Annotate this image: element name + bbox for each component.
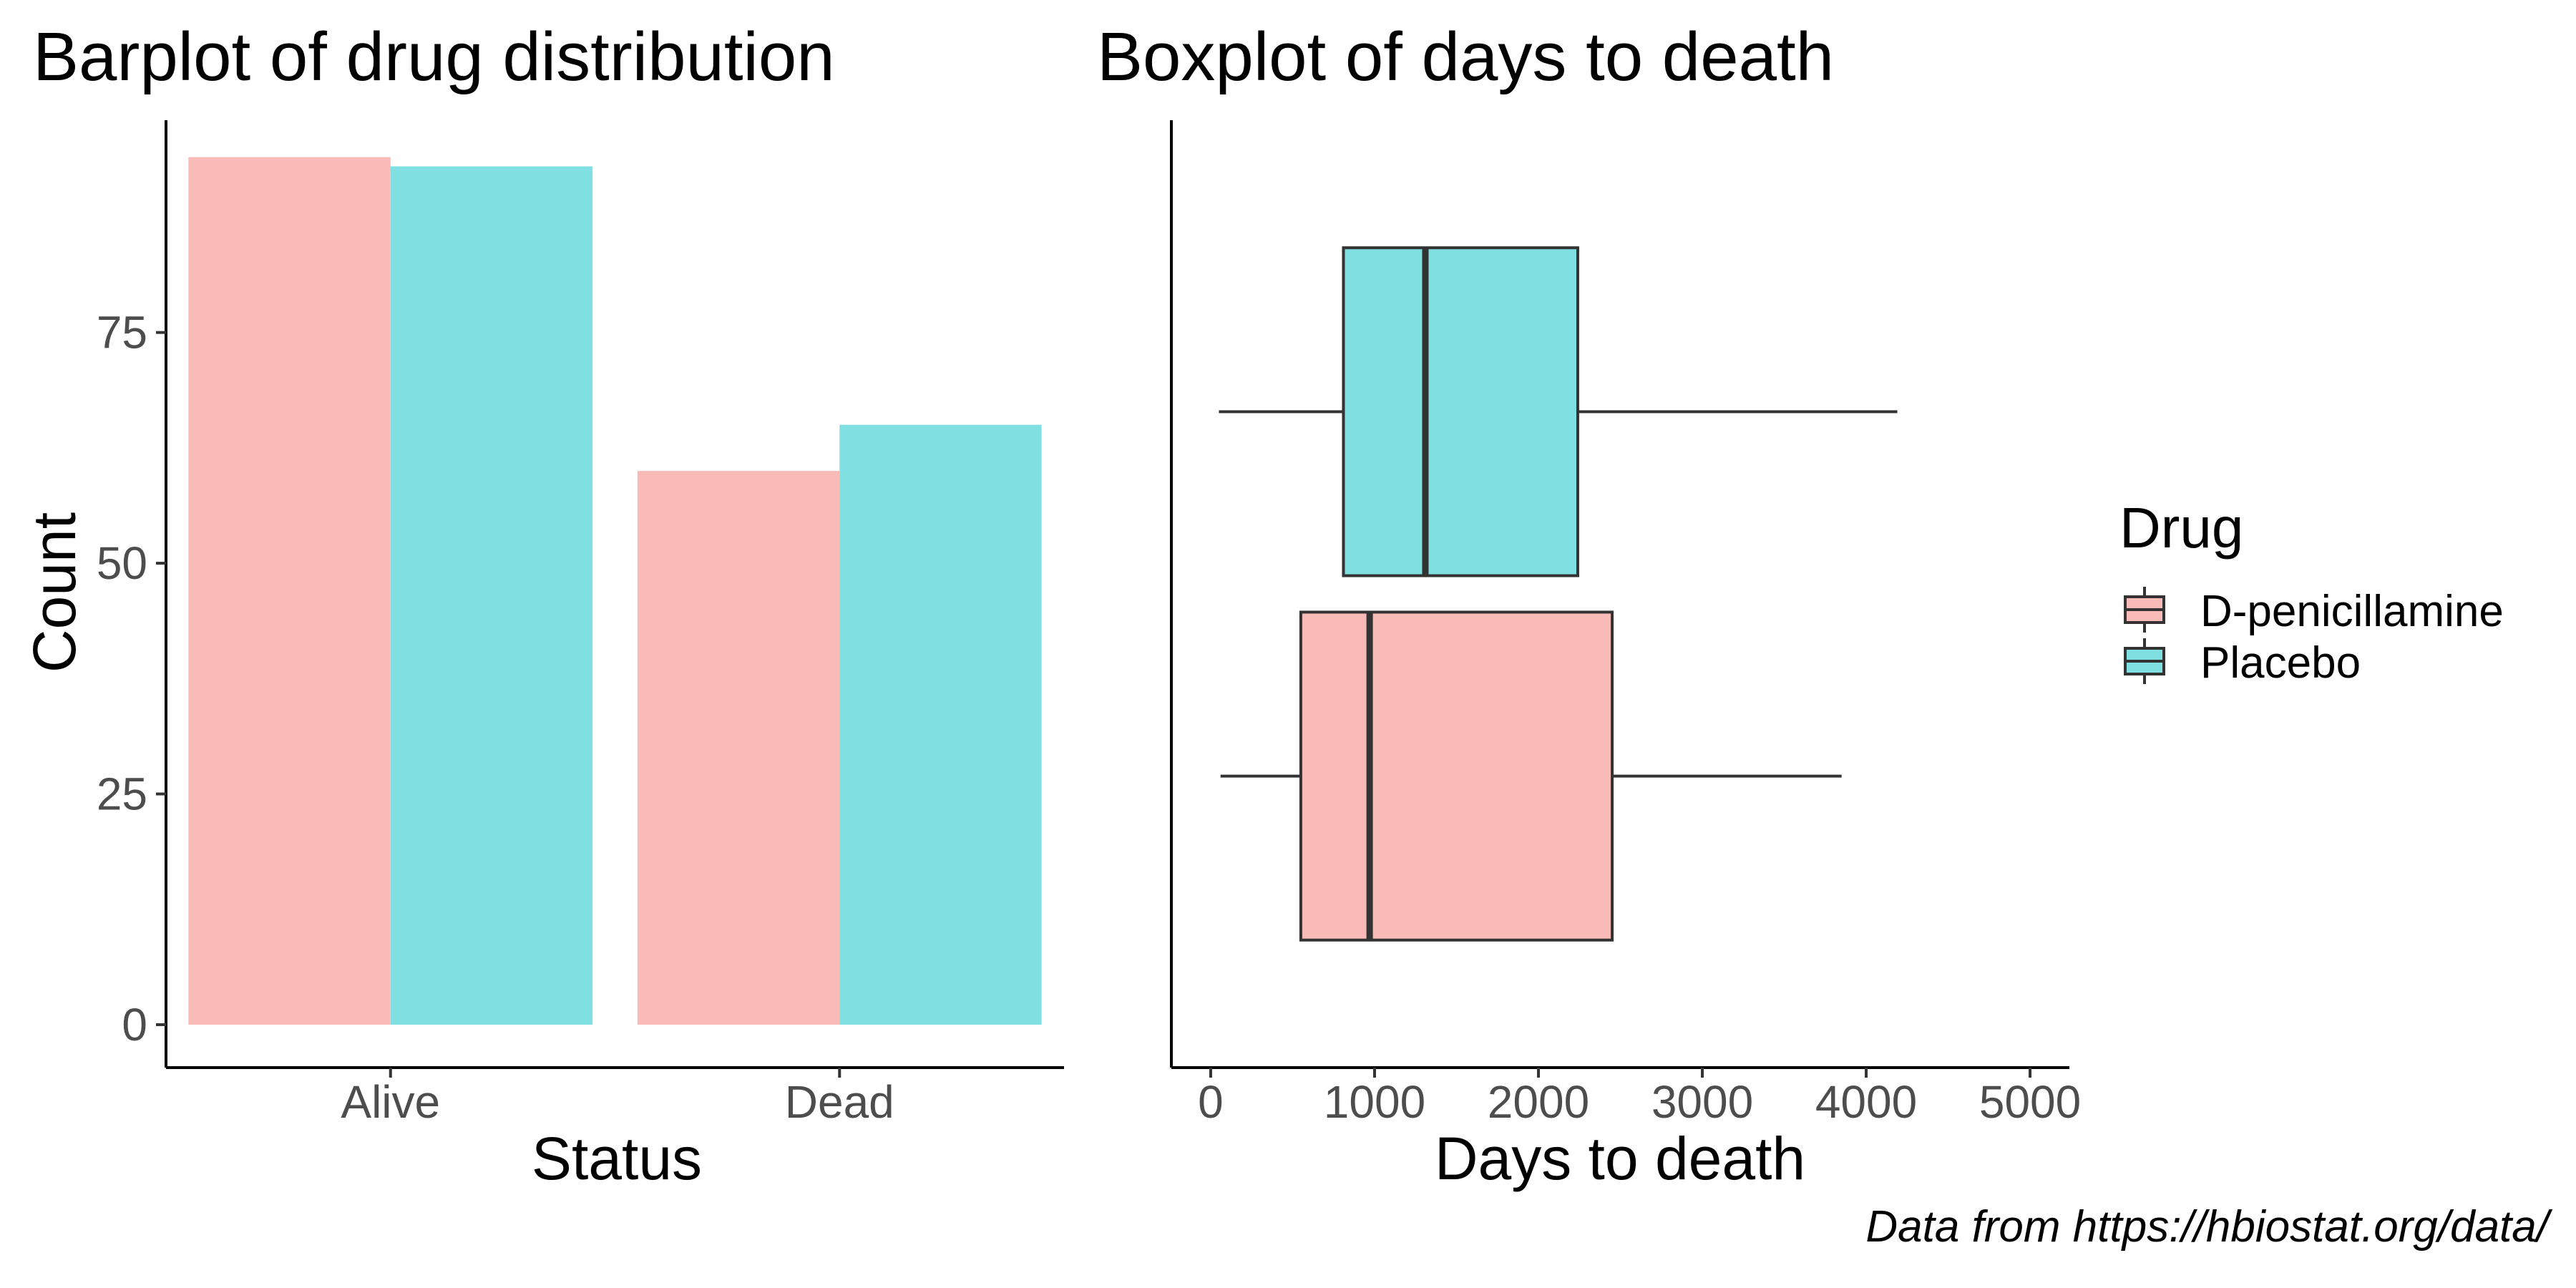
barplot-title: Barplot of drug distribution <box>33 19 835 95</box>
legend-label-d-penicillamine: D-penicillamine <box>2200 587 2504 636</box>
barplot-y-tick-label-25: 25 <box>97 769 147 820</box>
barplot-x-tick-label-dead: Dead <box>785 1076 894 1128</box>
barplot-y-tick-label-50: 50 <box>97 537 147 589</box>
boxplot-x-tick-label-1000: 1000 <box>1324 1076 1425 1128</box>
boxplot-x-tick-label-5000: 5000 <box>1979 1076 2081 1128</box>
barplot-y-tick-label-0: 0 <box>122 999 147 1050</box>
bar-alive-placebo <box>390 166 593 1025</box>
bar-dead-d-penicillamine <box>637 471 840 1025</box>
barplot-y-axis-title: Count <box>21 512 88 673</box>
bar-dead-placebo <box>839 424 1042 1025</box>
legend-item-placebo: Placebo <box>2124 638 2361 688</box>
caption: Data from https://hbiostat.org/data/ <box>1865 1202 2552 1252</box>
barplot-y-ticks: 0 25 50 75 <box>97 307 166 1050</box>
barplot-y-tick-label-75: 75 <box>97 307 147 358</box>
boxplot-title: Boxplot of days to death <box>1097 19 1834 95</box>
boxplot-x-axis-title: Days to death <box>1435 1125 1805 1192</box>
barplot-panel: Barplot of drug distribution 0 25 50 75 Ali… <box>21 19 1064 1192</box>
bar-alive-d-penicillamine <box>188 157 391 1025</box>
boxplot-x-ticks: 0 1000 2000 3000 4000 5000 <box>1198 1068 2081 1128</box>
boxplot-x-tick-label-3000: 3000 <box>1652 1076 1753 1128</box>
box-d-penicillamine <box>1299 610 1614 942</box>
barplot-x-ticks: Alive Dead <box>341 1068 894 1128</box>
legend: Drug D-penicillamine Placebo <box>2119 496 2504 688</box>
legend-title: Drug <box>2119 496 2243 560</box>
boxplot-x-tick-label-2000: 2000 <box>1488 1076 1589 1128</box>
legend-item-d-penicillamine: D-penicillamine <box>2124 587 2504 636</box>
legend-label-placebo: Placebo <box>2200 638 2361 688</box>
boxplot-panel: Boxplot of days to death 0 1000 2000 3000 40… <box>1097 19 2081 1192</box>
boxplot-boxes <box>1219 246 1898 942</box>
boxplot-x-tick-label-4000: 4000 <box>1815 1076 1917 1128</box>
boxplot-x-tick-label-0: 0 <box>1198 1076 1224 1128</box>
box-placebo <box>1342 246 1579 577</box>
barplot-x-tick-label-alive: Alive <box>341 1076 440 1128</box>
barplot-bars <box>188 157 1042 1025</box>
barplot-x-axis-title: Status <box>532 1125 702 1192</box>
